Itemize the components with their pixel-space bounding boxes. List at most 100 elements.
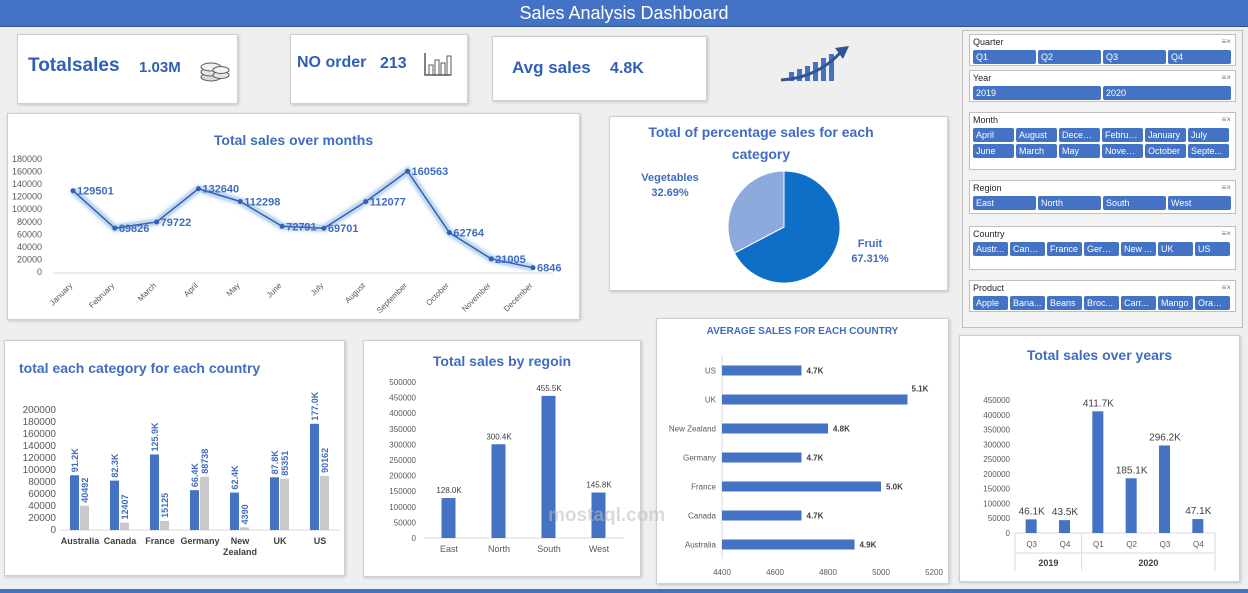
- slicer-item[interactable]: May: [1059, 144, 1100, 158]
- slicer-item[interactable]: Beans: [1047, 296, 1082, 310]
- kpi-avg-sales-value: 4.8K: [610, 60, 644, 77]
- y-tick-label: 450000: [389, 394, 416, 403]
- bar: [722, 452, 802, 463]
- slicer-title-text: Region: [973, 183, 1002, 193]
- clear-filter-icon[interactable]: ≡×: [1221, 183, 1231, 192]
- slicer-item[interactable]: Decem...: [1059, 128, 1100, 142]
- kpi-orders-label: NO order: [297, 54, 367, 71]
- clear-filter-icon[interactable]: ≡×: [1221, 229, 1231, 238]
- data-label: 128.0K: [436, 486, 462, 495]
- bar: [280, 478, 289, 530]
- slicer-item[interactable]: US: [1195, 242, 1230, 256]
- data-point: [237, 199, 243, 205]
- slicer-item[interactable]: Mango: [1158, 296, 1193, 310]
- bar: [240, 527, 249, 530]
- data-point: [363, 199, 369, 205]
- data-label: 46.1K: [1019, 506, 1045, 517]
- data-label: 300.4K: [486, 432, 512, 441]
- x-tick-label: South: [537, 544, 561, 554]
- kpi-avg-sales-label: Avg sales: [512, 58, 591, 77]
- x-tick-label: Australia: [61, 536, 101, 546]
- slicer-item[interactable]: UK: [1158, 242, 1193, 256]
- slicer-item[interactable]: France: [1047, 242, 1082, 256]
- y-tick-label: France: [691, 483, 716, 492]
- bar: [270, 477, 279, 530]
- slicer-title-text: Month: [973, 115, 999, 125]
- slicer-item[interactable]: Orange: [1195, 296, 1230, 310]
- slicer-item[interactable]: Q1: [973, 50, 1036, 64]
- slicer-item[interactable]: East: [973, 196, 1036, 210]
- data-label: 125.9K: [150, 422, 160, 452]
- y-tick-label: 150000: [389, 487, 416, 496]
- bar: [150, 454, 159, 530]
- slicer-item[interactable]: February: [1102, 128, 1143, 142]
- y-tick-label: 140000: [12, 179, 42, 189]
- slicer-item[interactable]: April: [973, 128, 1014, 142]
- data-label: 411.7K: [1083, 398, 1114, 409]
- slicer-item[interactable]: 2019: [973, 86, 1101, 100]
- y-tick-label: 400000: [389, 409, 416, 418]
- x-tick-label: Q4: [1193, 540, 1204, 549]
- x-tick-label: Canada: [104, 536, 138, 546]
- slicer-item[interactable]: South: [1103, 196, 1166, 210]
- slicer-item[interactable]: March: [1016, 144, 1057, 158]
- y-tick-label: 60000: [17, 229, 42, 239]
- slicer-item[interactable]: June: [973, 144, 1014, 158]
- data-label: 69701: [328, 223, 359, 235]
- slicer-item[interactable]: July: [1188, 128, 1229, 142]
- slicer-item[interactable]: 2020: [1103, 86, 1231, 100]
- data-label: 177.0K: [310, 391, 320, 421]
- slicer-item[interactable]: Bana...: [1010, 296, 1045, 310]
- data-label: 4.8K: [833, 425, 850, 434]
- data-point: [488, 256, 494, 262]
- data-label: 21005: [495, 254, 526, 266]
- slicer-title-text: Product: [973, 283, 1005, 293]
- bar: [1159, 445, 1170, 533]
- kpi-avg-sales-card: Avg sales 4.8K: [492, 36, 707, 101]
- slicer-country: Country ≡× Austr... Cana... France Germ... New…: [969, 226, 1236, 270]
- slicer-item[interactable]: Apple: [973, 296, 1008, 310]
- slicer-item[interactable]: August: [1016, 128, 1057, 142]
- x-tick-label: Q3: [1160, 540, 1171, 549]
- clear-filter-icon[interactable]: ≡×: [1221, 73, 1231, 82]
- x-tick-label: North: [488, 544, 510, 554]
- slicer-item[interactable]: October: [1145, 144, 1186, 158]
- kpi-orders-value: 213: [380, 55, 407, 72]
- slicer-item[interactable]: Q2: [1038, 50, 1101, 64]
- bar: [722, 539, 855, 550]
- data-point: [405, 168, 411, 174]
- slicer-item[interactable]: Q3: [1103, 50, 1166, 64]
- slicer-title-text: Quarter: [973, 37, 1004, 47]
- bar: [310, 423, 319, 530]
- slicer-item[interactable]: New ...: [1121, 242, 1156, 256]
- slicer-item[interactable]: Septe...: [1188, 144, 1229, 158]
- data-label: 72791: [286, 221, 317, 233]
- group-label: 2020: [1138, 558, 1158, 568]
- data-label: 4.7K: [807, 512, 824, 521]
- slicer-item[interactable]: Carr...: [1121, 296, 1156, 310]
- y-tick-label: 20000: [28, 513, 56, 524]
- slicer-item[interactable]: North: [1038, 196, 1101, 210]
- clear-filter-icon[interactable]: ≡×: [1221, 37, 1231, 46]
- slicer-item[interactable]: Q4: [1168, 50, 1231, 64]
- data-label: 129501: [77, 186, 114, 198]
- clear-filter-icon[interactable]: ≡×: [1221, 283, 1231, 292]
- slicer-item[interactable]: Germ...: [1084, 242, 1119, 256]
- monthly-sales-card: Total sales over months 0 20000 40000 60000…: [7, 113, 580, 320]
- slicer-item[interactable]: January: [1145, 128, 1186, 142]
- slicer-item[interactable]: Cana...: [1010, 242, 1045, 256]
- data-label: 87.8K: [270, 450, 280, 475]
- group-label: 2019: [1038, 558, 1058, 568]
- slicer-item[interactable]: West: [1168, 196, 1231, 210]
- slicer-item[interactable]: Novem...: [1102, 144, 1143, 158]
- bar: [110, 480, 119, 530]
- slicer-item[interactable]: Broc...: [1084, 296, 1119, 310]
- y-tick-label: 200000: [23, 405, 57, 416]
- slicer-title: Product ≡×: [970, 281, 1235, 295]
- bar: [491, 444, 506, 538]
- bar: [1192, 519, 1204, 533]
- bottom-bar: [0, 589, 1248, 593]
- slicer-title: Month ≡×: [970, 113, 1235, 127]
- slicer-item[interactable]: Austr...: [973, 242, 1008, 256]
- clear-filter-icon[interactable]: ≡×: [1221, 115, 1231, 124]
